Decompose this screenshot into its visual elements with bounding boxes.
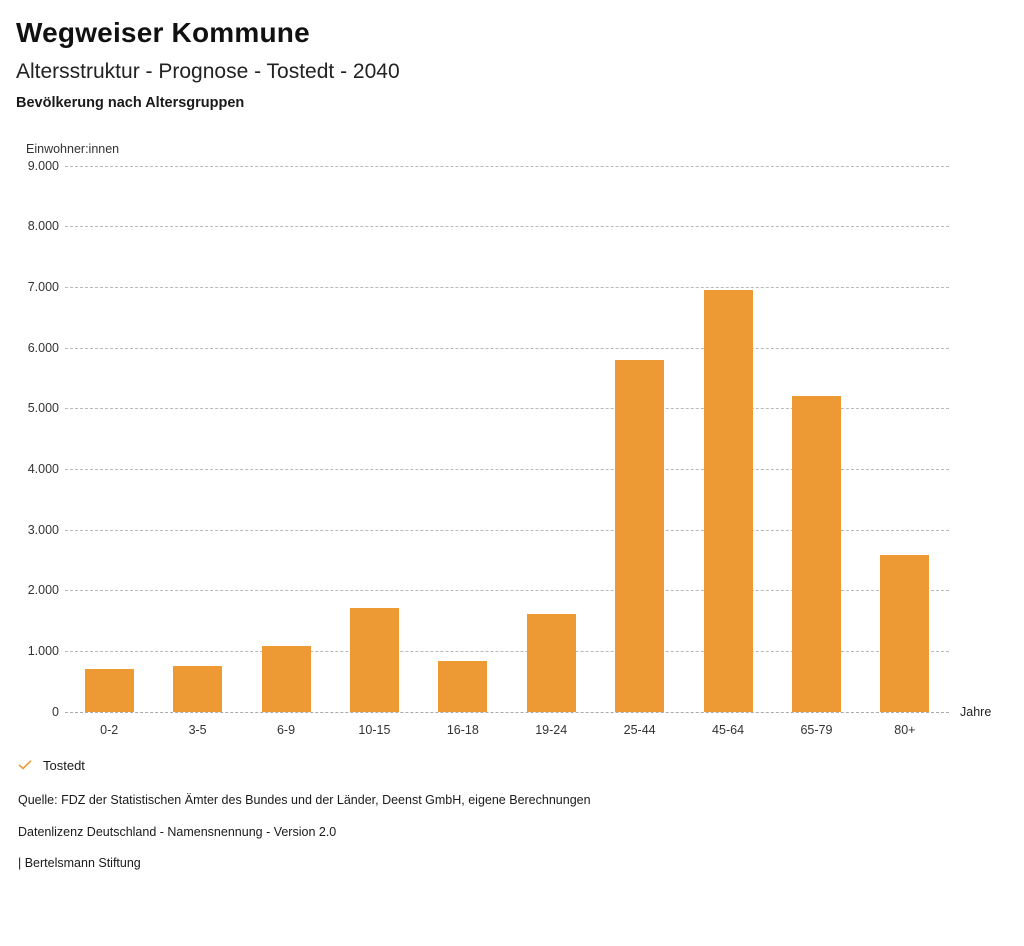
bar-slot xyxy=(772,166,860,712)
bar-slot xyxy=(861,166,949,712)
bar-slot xyxy=(242,166,330,712)
x-axis-tick-label: 45-64 xyxy=(712,722,745,737)
bar-slot xyxy=(419,166,507,712)
x-axis-tick-label: 25-44 xyxy=(623,722,656,737)
bar[interactable] xyxy=(261,645,311,712)
plot-area: 9.000 8.000 7.000 6.000 5.000 4.000 3.000 2.000… xyxy=(14,159,1010,737)
y-axis-tick-label: 4.000 xyxy=(27,462,59,477)
y-axis-tick-label: 1.000 xyxy=(27,644,59,659)
bar[interactable] xyxy=(84,669,134,712)
bar[interactable] xyxy=(880,555,930,712)
x-axis-unit-label: Jahre xyxy=(960,704,992,719)
legend-item-label[interactable]: Tostedt xyxy=(43,757,85,773)
gridlines: 9.000 8.000 7.000 6.000 5.000 4.000 3.000 2.000… xyxy=(14,159,1010,719)
x-axis-tick-label: 3-5 xyxy=(188,722,207,737)
chart-subtitle: Altersstruktur - Prognose - Tostedt - 20… xyxy=(16,59,400,83)
check-icon xyxy=(18,758,32,772)
x-axis-labels: 0-2 3-5 6-9 10-15 16-18 19-24 25-44 45-64 65-79 8… xyxy=(65,712,949,737)
bar-slot xyxy=(153,166,241,712)
y-axis-tick-label: 3.000 xyxy=(27,522,59,537)
bar[interactable] xyxy=(438,660,488,712)
x-axis-tick-label: 6-9 xyxy=(276,722,296,737)
chart-description: Bevölkerung nach Altersgruppen xyxy=(16,94,245,111)
bar-slot xyxy=(330,166,418,712)
y-axis-tick-label: 6.000 xyxy=(27,340,59,355)
gridline xyxy=(65,529,949,531)
gridline xyxy=(65,651,949,653)
chart-legend: Tostedt xyxy=(18,758,1010,773)
footer-source: Quelle: FDZ der Statistischen Ämter des … xyxy=(18,792,591,807)
bar-slot xyxy=(595,166,683,712)
y-axis-title: Einwohner:innen xyxy=(26,141,120,156)
x-axis-tick-label: 0-2 xyxy=(100,722,119,737)
bar-slot xyxy=(507,166,595,712)
gridline xyxy=(65,711,949,713)
y-axis-tick-label: 7.000 xyxy=(27,280,59,295)
x-axis-tick-label: 65-79 xyxy=(800,722,833,737)
footer-license: Datenlizenz Deutschland - Namensnennung … xyxy=(18,824,337,839)
footer-publisher: | Bertelsmann Stiftung xyxy=(18,856,141,871)
gridline xyxy=(65,347,949,349)
bar[interactable] xyxy=(703,289,753,712)
bar-series-tostedt xyxy=(65,166,949,712)
gridline xyxy=(65,408,949,410)
x-axis-tick-label: 16-18 xyxy=(446,722,479,737)
bar[interactable] xyxy=(615,359,665,712)
page-header: Wegweiser Kommune Altersstruktur - Progn… xyxy=(14,0,1010,112)
gridline xyxy=(65,469,949,471)
bar-slot xyxy=(65,166,153,712)
bar[interactable] xyxy=(349,608,399,712)
chart-footer: Quelle: FDZ der Statistischen Ämter des … xyxy=(18,792,1010,871)
gridline xyxy=(65,226,949,228)
bar[interactable] xyxy=(526,614,576,712)
bar-chart: Einwohner:innen 9.000 8.000 7.000 6.000 5.00… xyxy=(14,141,1010,737)
x-axis-tick-label: 19-24 xyxy=(535,722,568,737)
gridline xyxy=(65,287,949,289)
gridline xyxy=(65,590,949,592)
bar-slot xyxy=(684,166,772,712)
page-title: Wegweiser Kommune xyxy=(16,17,310,48)
x-axis-tick-label: 10-15 xyxy=(358,722,391,737)
gridline xyxy=(65,165,949,167)
y-axis-tick-label: 9.000 xyxy=(27,158,59,173)
y-axis-tick-label: 5.000 xyxy=(27,401,59,416)
y-axis-tick-label: 0 xyxy=(52,704,59,719)
bar[interactable] xyxy=(173,666,223,712)
x-axis-tick-label: 80+ xyxy=(894,722,916,737)
y-axis-tick-label: 2.000 xyxy=(27,583,59,598)
y-axis-tick-label: 8.000 xyxy=(27,219,59,234)
bar[interactable] xyxy=(791,396,841,712)
